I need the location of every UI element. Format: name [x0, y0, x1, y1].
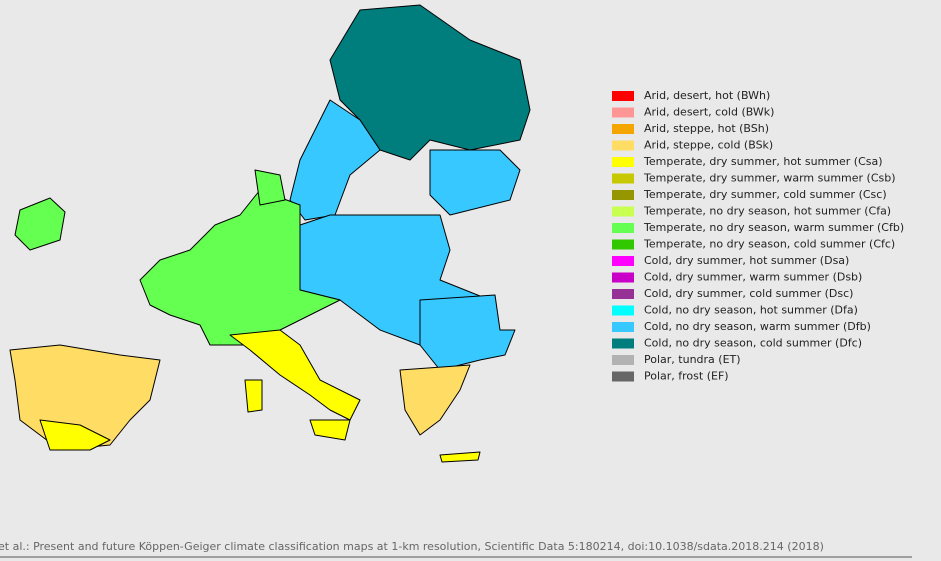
region-dfc: [329, 4, 531, 161]
legend-swatch: [612, 124, 634, 134]
legend-swatch: [612, 371, 634, 382]
caption: et al.: Present and future Köppen-Geiger…: [0, 540, 824, 553]
legend-label: Temperate, dry summer, cold summer (Csc): [643, 188, 887, 201]
region-ireland: [14, 197, 66, 251]
region-sardinia: [244, 379, 263, 413]
legend-label: Temperate, dry summer, hot summer (Csa): [643, 155, 883, 168]
legend-label: Temperate, no dry season, hot summer (Cf…: [643, 205, 891, 218]
legend-label: Temperate, no dry season, warm summer (C…: [643, 221, 904, 234]
legend-swatch: [612, 338, 634, 349]
legend-swatch: [612, 91, 634, 101]
legend-swatch: [612, 107, 634, 118]
legend-label: Polar, tundra (ET): [644, 353, 741, 366]
legend-swatch: [612, 190, 634, 200]
legend-swatch: [612, 272, 634, 283]
region-baltics: [429, 149, 521, 216]
legend-swatch: [612, 140, 634, 151]
legend-swatch: [612, 223, 634, 233]
legend-swatch: [612, 305, 634, 316]
climate-map: [9, 4, 531, 463]
legend-label: Cold, no dry season, cold summer (Dfc): [644, 337, 862, 350]
region-dfb-sweden: [289, 99, 381, 221]
legend-label: Temperate, dry summer, warm summer (Csb): [643, 172, 896, 185]
legend-swatch: [612, 256, 634, 266]
legend-swatch: [612, 157, 634, 167]
region-greece: [399, 364, 471, 436]
legend-label: Cold, no dry season, warm summer (Dfb): [644, 320, 871, 333]
region-crete: [439, 451, 481, 463]
legend-label: Arid, desert, hot (BWh): [644, 89, 770, 102]
region-denmark: [254, 169, 286, 206]
region-iberia-csa: [39, 419, 111, 451]
legend-label: Polar, frost (EF): [644, 370, 729, 383]
legend-swatch: [612, 173, 634, 184]
legend-label: Cold, dry summer, warm summer (Dsb): [644, 271, 862, 284]
legend-label: Arid, desert, cold (BWk): [644, 106, 774, 119]
region-sicily: [309, 419, 351, 441]
legend-label: Cold, no dry season, hot summer (Dfa): [644, 304, 858, 317]
legend-swatch: [612, 289, 634, 299]
legend-label: Cold, dry summer, hot summer (Dsa): [644, 254, 849, 267]
legend-swatch: [612, 322, 634, 332]
region-cfb: [139, 189, 341, 346]
legend-label: Temperate, no dry season, cold summer (C…: [643, 238, 895, 251]
legend-label: Arid, steppe, cold (BSk): [644, 139, 773, 152]
legend-swatch: [612, 239, 634, 250]
legend: Arid, desert, hot (BWh) Arid, desert, col…: [612, 89, 904, 383]
region-southeast: [419, 294, 516, 371]
legend-swatch: [612, 206, 634, 217]
legend-label: Arid, steppe, hot (BSh): [644, 122, 769, 135]
legend-swatch: [612, 355, 634, 365]
legend-label: Cold, dry summer, cold summer (Dsc): [644, 287, 853, 300]
